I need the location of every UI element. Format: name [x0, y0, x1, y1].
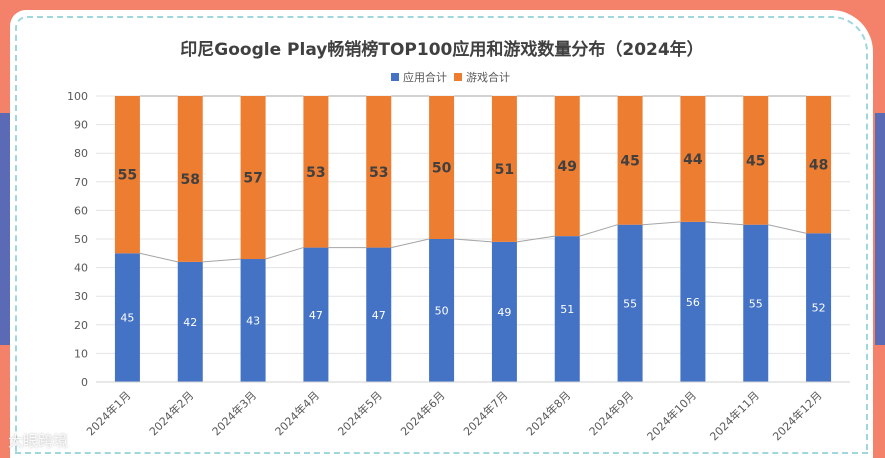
- y-tick-label: 40: [74, 262, 88, 275]
- bar-games: [177, 96, 203, 262]
- series-line-apps: [768, 224, 807, 234]
- bar-apps: [617, 224, 643, 382]
- x-tick-label: 2024年6月: [398, 388, 448, 438]
- legend-swatch-games: [454, 73, 462, 81]
- bar-apps: [554, 236, 580, 382]
- data-label-apps: 47: [372, 309, 386, 322]
- y-tick-label: 80: [74, 147, 88, 160]
- x-tick-label: 2024年3月: [209, 388, 259, 438]
- data-label-apps: 52: [812, 302, 826, 315]
- legend-swatch-apps: [391, 73, 399, 81]
- data-labels: 45 55 42 58 43 57 47 53 47 53 50 50 49 51 51 49 55 45 56 44…: [118, 152, 829, 329]
- bar-games: [806, 96, 832, 234]
- series-line-apps: [202, 258, 241, 263]
- data-label-apps: 42: [183, 316, 197, 329]
- bar-games: [240, 96, 266, 260]
- side-band-left: [0, 113, 10, 345]
- y-tick-label: 90: [74, 119, 88, 132]
- data-label-apps: 43: [246, 315, 260, 328]
- chart-card-border: [15, 16, 868, 454]
- bars: [114, 96, 832, 382]
- data-label-apps: 45: [120, 312, 134, 325]
- data-label-apps: 55: [749, 297, 763, 310]
- bar-apps: [240, 259, 266, 382]
- x-tick-label: 2024年5月: [335, 388, 385, 438]
- data-label-games: 50: [432, 161, 452, 177]
- data-label-apps: 49: [497, 306, 511, 319]
- y-tick-label: 70: [74, 176, 88, 189]
- legend: 应用合计 游戏合计: [391, 70, 510, 84]
- chart-title: 印尼Google Play畅销榜TOP100应用和游戏数量分布（2024年）: [180, 39, 703, 60]
- y-tick-label: 100: [67, 90, 88, 103]
- y-tick-label: 0: [81, 376, 88, 389]
- series-line-apps: [579, 224, 618, 237]
- data-label-games: 51: [495, 162, 514, 178]
- bar-games: [303, 96, 329, 248]
- series-line-apps: [516, 235, 555, 243]
- bar-games: [366, 96, 392, 248]
- series-line-apps: [391, 238, 430, 249]
- series-lines: [139, 95, 807, 263]
- data-label-games: 55: [118, 168, 137, 184]
- bar-games: [429, 96, 455, 239]
- x-axis: 2024年1月 2024年2月 2024年3月 2024年4月 2024年5月 2024年…: [83, 381, 850, 443]
- bar-games: [554, 96, 580, 237]
- bar-apps: [303, 247, 329, 382]
- x-tick-label: 2024年9月: [586, 388, 636, 438]
- series-line-apps: [454, 238, 492, 243]
- series-line-apps: [705, 221, 744, 226]
- side-band-right: [875, 113, 885, 345]
- series-line-apps: [139, 252, 178, 263]
- bar-apps: [366, 247, 392, 382]
- data-label-games: 58: [181, 172, 200, 188]
- bar-games: [680, 96, 706, 222]
- bar-games: [743, 96, 769, 225]
- bar-apps: [680, 221, 706, 382]
- bar-apps: [491, 241, 517, 382]
- y-tick-label: 30: [74, 290, 88, 303]
- bar-apps: [114, 253, 140, 382]
- data-label-apps: 55: [623, 297, 637, 310]
- y-tick-label: 60: [74, 204, 88, 217]
- data-label-games: 44: [683, 152, 703, 168]
- legend-label-games: 游戏合计: [466, 70, 510, 84]
- data-label-games: 49: [558, 159, 577, 175]
- bar-apps: [806, 233, 832, 382]
- y-axis: 0 10 20 30 40 50 60 70 80 90 100: [67, 90, 88, 389]
- bar-games: [491, 96, 517, 242]
- bar-apps: [429, 239, 455, 382]
- legend-label-apps: 应用合计: [403, 70, 447, 84]
- series-line-apps: [265, 247, 304, 260]
- x-tick-label: 2024年4月: [272, 388, 322, 438]
- data-label-games: 45: [620, 153, 639, 169]
- series-line-apps: [642, 221, 681, 226]
- x-tick-label: 2024年2月: [146, 388, 196, 438]
- watermark-logo: 大眼跨境: [8, 432, 69, 450]
- x-tick-label: 2024年1月: [83, 388, 133, 438]
- bar-games: [617, 96, 643, 225]
- data-label-games: 57: [243, 171, 262, 187]
- data-label-apps: 47: [309, 309, 323, 322]
- x-tick-label: 2024年7月: [460, 388, 510, 438]
- data-label-games: 45: [746, 153, 765, 169]
- data-label-apps: 56: [686, 296, 700, 309]
- y-tick-label: 10: [74, 347, 88, 360]
- y-tick-label: 50: [74, 233, 88, 246]
- x-tick-label: 2024年12月: [770, 388, 825, 443]
- data-label-games: 53: [369, 165, 388, 181]
- data-label-apps: 50: [435, 305, 449, 318]
- data-label-games: 48: [809, 158, 828, 174]
- bar-games: [114, 96, 140, 254]
- bar-apps: [743, 224, 769, 382]
- x-tick-label: 2024年11月: [707, 388, 762, 443]
- y-tick-label: 20: [74, 319, 88, 332]
- data-label-apps: 51: [560, 303, 574, 316]
- x-tick-label: 2024年8月: [523, 388, 573, 438]
- data-label-games: 53: [306, 165, 325, 181]
- x-tick-label: 2024年10月: [644, 388, 699, 443]
- bar-apps: [177, 261, 203, 382]
